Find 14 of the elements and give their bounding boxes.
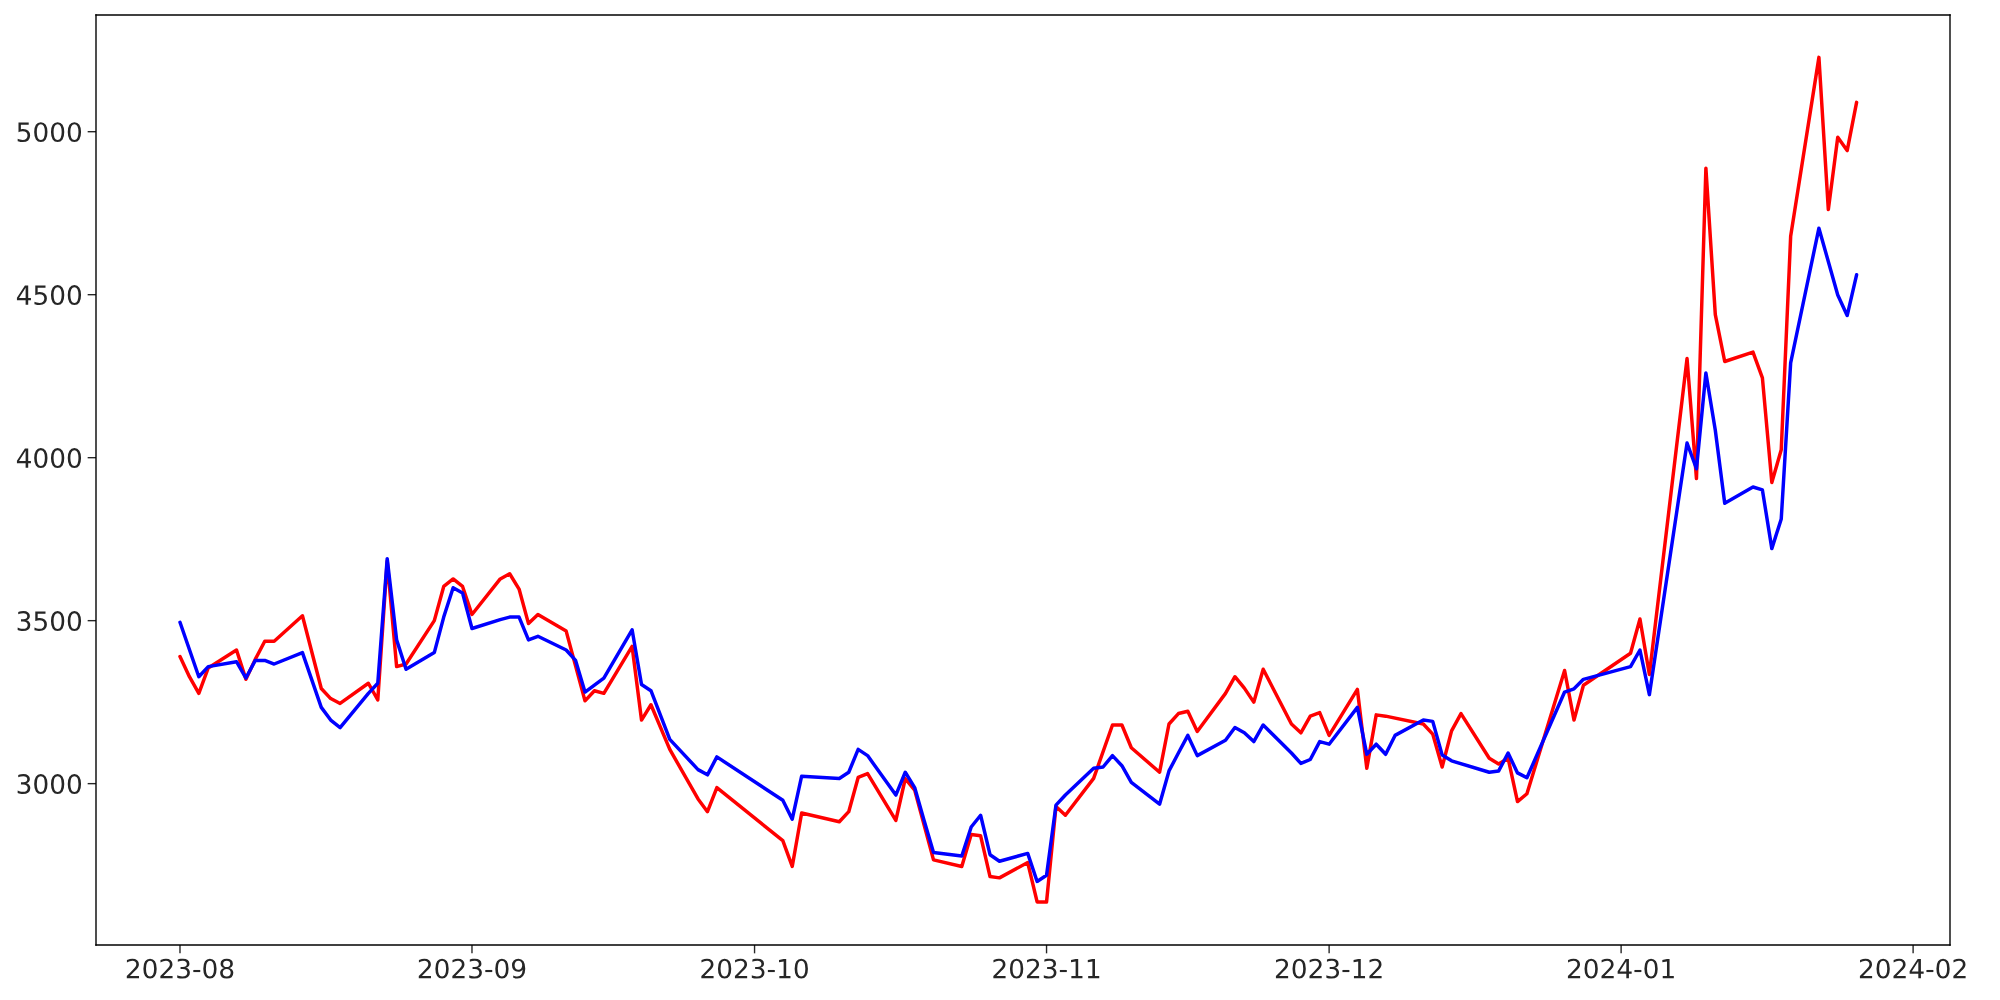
y-tick-label: 5000 <box>17 122 82 143</box>
x-tick-label: 2023-10 <box>701 958 808 979</box>
line-series <box>178 226 1859 884</box>
y-tick-label: 3500 <box>17 611 82 632</box>
y-tick-label: 4500 <box>16 285 82 306</box>
line-series <box>178 55 1859 904</box>
y-tick-label: 3000 <box>17 774 82 795</box>
x-tick-label: 2024-01 <box>1567 958 1674 979</box>
x-tick-label: 2023-11 <box>993 958 1100 979</box>
x-tick-label: 2024-02 <box>1859 958 1966 979</box>
x-tick-label: 2023-09 <box>418 958 526 979</box>
y-tick-label: 4000 <box>16 448 82 469</box>
x-tick-label: 2023-12 <box>1275 958 1382 979</box>
x-tick-label: 2023-08 <box>126 958 234 979</box>
